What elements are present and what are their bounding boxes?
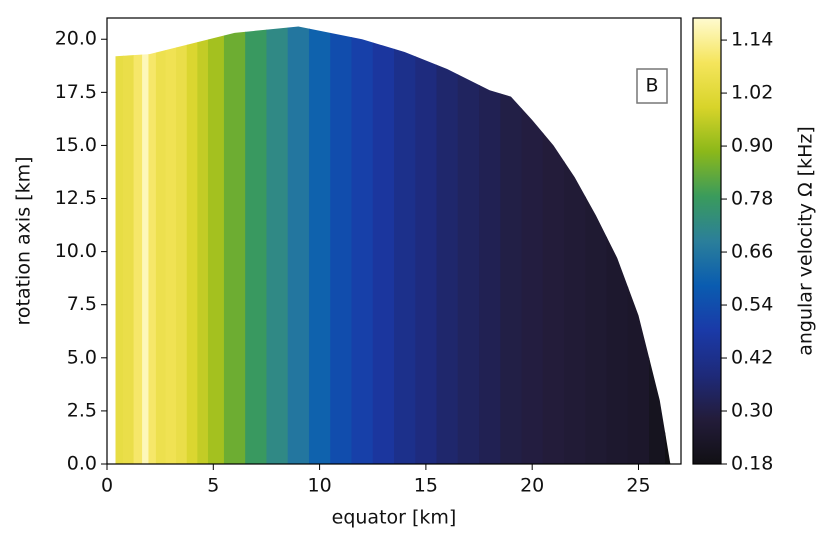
colorbar-tick-label: 0.30: [731, 400, 773, 422]
velocity-band: [564, 26, 586, 464]
x-tick-label: 15: [414, 475, 438, 497]
velocity-band: [394, 26, 416, 464]
velocity-band: [436, 26, 459, 464]
velocity-band: [479, 26, 501, 464]
velocity-band: [155, 26, 167, 464]
colorbar-tick-label: 0.42: [731, 347, 773, 369]
velocity-band: [223, 26, 246, 464]
y-tick-label: 12.5: [55, 187, 97, 209]
annotation: B: [645, 75, 658, 97]
velocity-band: [415, 26, 438, 464]
velocity-band: [542, 26, 565, 464]
y-tick-label: 2.5: [67, 399, 97, 421]
colorbar-tick-label: 1.02: [731, 82, 773, 104]
velocity-band: [330, 26, 353, 464]
colorbar-label: angular velocity Ω [kHz]: [795, 126, 817, 356]
annotation-box: [636, 68, 668, 104]
velocity-band: [176, 26, 188, 464]
velocity-band: [266, 26, 289, 464]
velocity-band: [133, 26, 143, 464]
y-tick-label: 17.5: [55, 81, 97, 103]
colorbar-tick-label: 0.66: [731, 241, 773, 263]
field: [115, 26, 671, 464]
velocity-band: [308, 26, 331, 464]
y-tick-label: 0.0: [67, 453, 97, 475]
y-axis-label: rotation axis [km]: [13, 157, 35, 326]
velocity-band: [585, 26, 608, 464]
velocity-band: [122, 26, 135, 464]
velocity-band: [606, 26, 629, 464]
velocity-band: [115, 26, 124, 464]
colorbar: [692, 17, 722, 465]
colorbar-tick-label: 0.54: [731, 294, 773, 316]
colorbar-tick-label: 0.18: [731, 453, 773, 475]
x-tick-label: 0: [101, 475, 113, 497]
colorbar-tick-label: 0.90: [731, 135, 773, 157]
x-tick-label: 25: [626, 475, 650, 497]
velocity-band: [207, 26, 225, 464]
y-tick-label: 15.0: [55, 134, 97, 156]
velocity-band: [500, 26, 523, 464]
colorbar-tick-label: 0.78: [731, 188, 773, 210]
velocity-band: [245, 26, 268, 464]
velocity-band: [351, 26, 374, 464]
velocity-band: [372, 26, 395, 464]
x-tick-label: 20: [520, 475, 544, 497]
x-axis-label: equator [km]: [332, 507, 457, 529]
y-tick-label: 20.0: [55, 28, 97, 50]
y-tick-label: 5.0: [67, 346, 97, 368]
velocity-band: [165, 26, 177, 464]
velocity-band: [197, 26, 209, 464]
plot-frame: [106, 17, 682, 465]
velocity-band: [186, 26, 198, 464]
y-tick-label: 10.0: [55, 240, 97, 262]
velocity-band: [287, 26, 310, 464]
y-tick-label: 7.5: [67, 293, 97, 315]
x-tick-label: 5: [207, 475, 219, 497]
velocity-band: [521, 26, 544, 464]
velocity-band: [457, 26, 480, 464]
x-tick-label: 10: [307, 475, 331, 497]
velocity-band: [142, 26, 150, 464]
colorbar-tick-label: 1.14: [731, 29, 773, 51]
velocity-band: [148, 26, 157, 464]
